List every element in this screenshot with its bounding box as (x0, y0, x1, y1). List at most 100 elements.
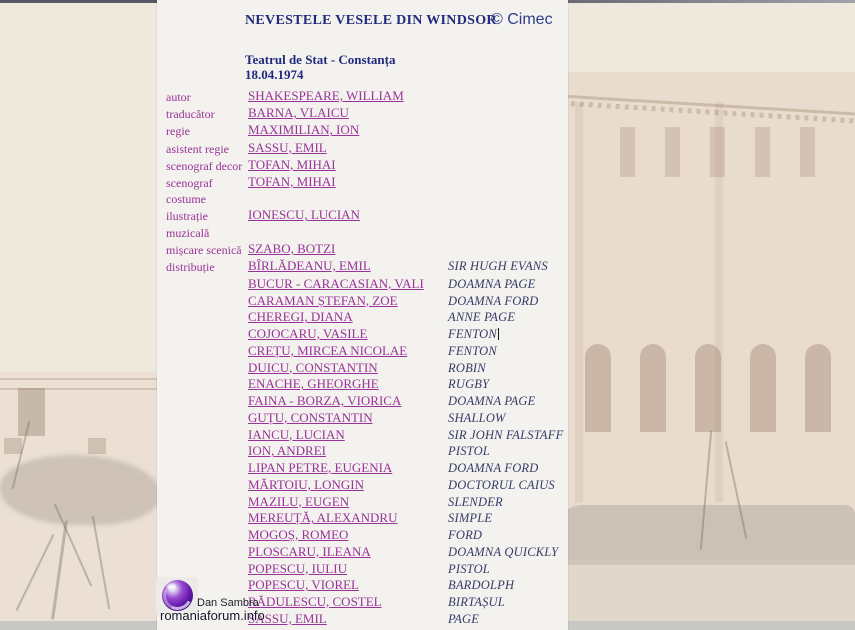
cast-row: PLOSCARU, ILEANA DOAMNA QUICKLY (166, 544, 560, 561)
cast-row: LIPAN PETRE, EUGENIA DOAMNA FORD (166, 460, 560, 477)
crew-row: traducător BARNA, VLAICU (166, 105, 560, 122)
crew-person-link[interactable]: BARNA, VLAICU (248, 105, 349, 121)
crew-row: ilustrație muzicală IONESCU, LUCIAN (166, 207, 560, 240)
cast-row: IANCU, LUCIAN SIR JOHN FALSTAFF (166, 426, 563, 444)
crew-row: scenograf costume TOFAN, MIHAI (166, 174, 560, 207)
arched-window (585, 344, 611, 432)
character-name: DOAMNA QUICKLY (448, 544, 559, 559)
actor-cell: SASSU, EMIL (248, 611, 448, 628)
crew-person-link[interactable]: TOFAN, MIHAI (248, 156, 336, 172)
actor-cell: POPESCU, IULIU (248, 561, 448, 578)
actor-link[interactable]: PLOSCARU, ILEANA (248, 543, 371, 559)
character-name: FENTON (448, 343, 497, 358)
character-name: PISTOL (448, 561, 490, 576)
character-name: FORD (448, 528, 483, 543)
actor-link[interactable]: BÎRLĂDEANU, EMIL (248, 258, 371, 274)
cast-row: POPESCU, VIOREL BARDOLPH (166, 577, 560, 594)
cast-section-label (166, 410, 248, 411)
actor-link[interactable]: SASSU, EMIL (248, 610, 327, 626)
cast-section-label (166, 393, 248, 394)
actor-cell: BÎRLĂDEANU, EMIL (248, 258, 448, 275)
character-name: DOCTORUL CAIUS (448, 477, 555, 492)
crew-section: autor SHAKESPEARE, WILLIAM traducător BA… (166, 88, 560, 258)
cast-row: BUCUR - CARACASIAN, VALI DOAMNA PAGE (166, 276, 560, 293)
crew-role-label: traducător (166, 107, 215, 122)
actor-link[interactable]: BUCUR - CARACASIAN, VALI (248, 275, 424, 291)
actor-link[interactable]: CREȚU, MIRCEA NICOLAE (248, 342, 408, 358)
actor-cell: GUȚU, CONSTANTIN (248, 410, 448, 427)
actor-cell: PLOSCARU, ILEANA (248, 544, 448, 561)
character-name: BIRTAȘUL (448, 595, 505, 610)
cast-row: distribuție BÎRLĂDEANU, EMIL SIR HUGH EV… (166, 258, 560, 276)
character-name: ROBIN (448, 360, 486, 375)
actor-cell: FAINA - BORZA, VIORICA (248, 393, 448, 410)
character-name: RUGBY (448, 377, 490, 392)
actor-link[interactable]: POPESCU, IULIU (248, 560, 347, 576)
crew-person-link[interactable]: IONESCU, LUCIAN (248, 207, 360, 223)
actor-cell: COJOCARU, VASILE (248, 326, 448, 343)
actor-link[interactable]: DUICU, CONSTANTIN (248, 359, 378, 375)
actor-link[interactable]: ENACHE, GHEORGHE (248, 376, 379, 392)
cast-row: RĂDULESCU, COSTEL BIRTAȘUL (166, 594, 560, 611)
character-name: SHALLOW (448, 410, 506, 425)
character-name: DOAMNA PAGE (448, 276, 536, 291)
actor-cell: CARAMAN ȘTEFAN, ZOE (248, 293, 448, 310)
actor-link[interactable]: MĂRTOIU, LONGIN (248, 476, 364, 492)
actor-link[interactable]: MOGOȘ, ROMEO (248, 527, 349, 543)
actor-cell: LIPAN PETRE, EUGENIA (248, 460, 448, 477)
actor-link[interactable]: COJOCARU, VASILE (248, 326, 368, 342)
actor-link[interactable]: CHEREGI, DIANA (248, 309, 353, 325)
cast-row: MEREUȚĂ, ALEXANDRU SIMPLE (166, 510, 560, 527)
character-name: SLENDER (448, 494, 503, 509)
cast-row: CHEREGI, DIANA ANNE PAGE (166, 309, 560, 326)
actor-cell: DUICU, CONSTANTIN (248, 360, 448, 377)
arched-window (805, 344, 831, 432)
actor-link[interactable]: IANCU, LUCIAN (248, 426, 345, 442)
window (800, 127, 815, 177)
actor-link[interactable]: RĂDULESCU, COSTEL (248, 594, 382, 610)
arched-window (640, 344, 666, 432)
cast-section-label: distribuție (166, 260, 215, 275)
crew-role-label: autor (166, 90, 191, 104)
cast-section-label (166, 309, 248, 310)
crew-person-link[interactable]: MAXIMILIAN, ION (248, 122, 360, 138)
cast-row: POPESCU, IULIU PISTOL (166, 561, 560, 578)
tree-canopy (0, 455, 160, 525)
crew-person-link[interactable]: SZABO, BOTZI (248, 240, 336, 256)
crew-role-label: scenograf costume (166, 176, 213, 207)
crew-person-link[interactable]: TOFAN, MIHAI (248, 174, 336, 190)
character-name: DOAMNA FORD (448, 293, 539, 308)
actor-link[interactable]: LIPAN PETRE, EUGENIA (248, 460, 393, 476)
actor-link[interactable]: FAINA - BORZA, VIORICA (248, 393, 402, 409)
actor-link[interactable]: MEREUȚĂ, ALEXANDRU (248, 510, 398, 526)
crew-person-link[interactable]: SASSU, EMIL (248, 139, 327, 155)
hedge (555, 505, 855, 565)
crew-role-label: mișcare scenică (166, 242, 242, 257)
actor-link[interactable]: MAZILU, EUGEN (248, 493, 350, 509)
cast-row: ION, ANDREI PISTOL (166, 443, 560, 460)
watermark-site: romaniaforum.info (160, 608, 265, 623)
actor-link[interactable]: POPESCU, VIOREL (248, 577, 360, 593)
window (620, 127, 635, 177)
crew-person-link[interactable]: SHAKESPEARE, WILLIAM (248, 88, 404, 103)
actor-cell: MĂRTOIU, LONGIN (248, 477, 448, 494)
character-name: DOAMNA PAGE (448, 394, 536, 409)
actor-link[interactable]: ION, ANDREI (248, 443, 326, 459)
cast-row: CARAMAN ȘTEFAN, ZOE DOAMNA FORD (166, 293, 560, 310)
cimec-copyright: © Cimec (491, 11, 553, 28)
cast-section-label (166, 510, 248, 511)
actor-cell: BUCUR - CARACASIAN, VALI (248, 276, 448, 293)
cast-section-label (166, 276, 248, 277)
actor-link[interactable]: GUȚU, CONSTANTIN (248, 409, 373, 425)
pilaster (575, 102, 583, 502)
crew-role-label: ilustrație muzicală (166, 209, 210, 240)
window (4, 438, 22, 454)
building-right-facade (555, 72, 855, 564)
building-left-facade (0, 372, 157, 621)
character-name: DOAMNA FORD (448, 461, 539, 476)
credits-table: autor SHAKESPEARE, WILLIAM traducător BA… (166, 88, 563, 628)
watermark-author: Dan Sambra (197, 597, 259, 609)
cast-row: DUICU, CONSTANTIN ROBIN (166, 360, 560, 377)
actor-link[interactable]: CARAMAN ȘTEFAN, ZOE (248, 292, 398, 308)
actor-cell: CHEREGI, DIANA (248, 309, 448, 326)
